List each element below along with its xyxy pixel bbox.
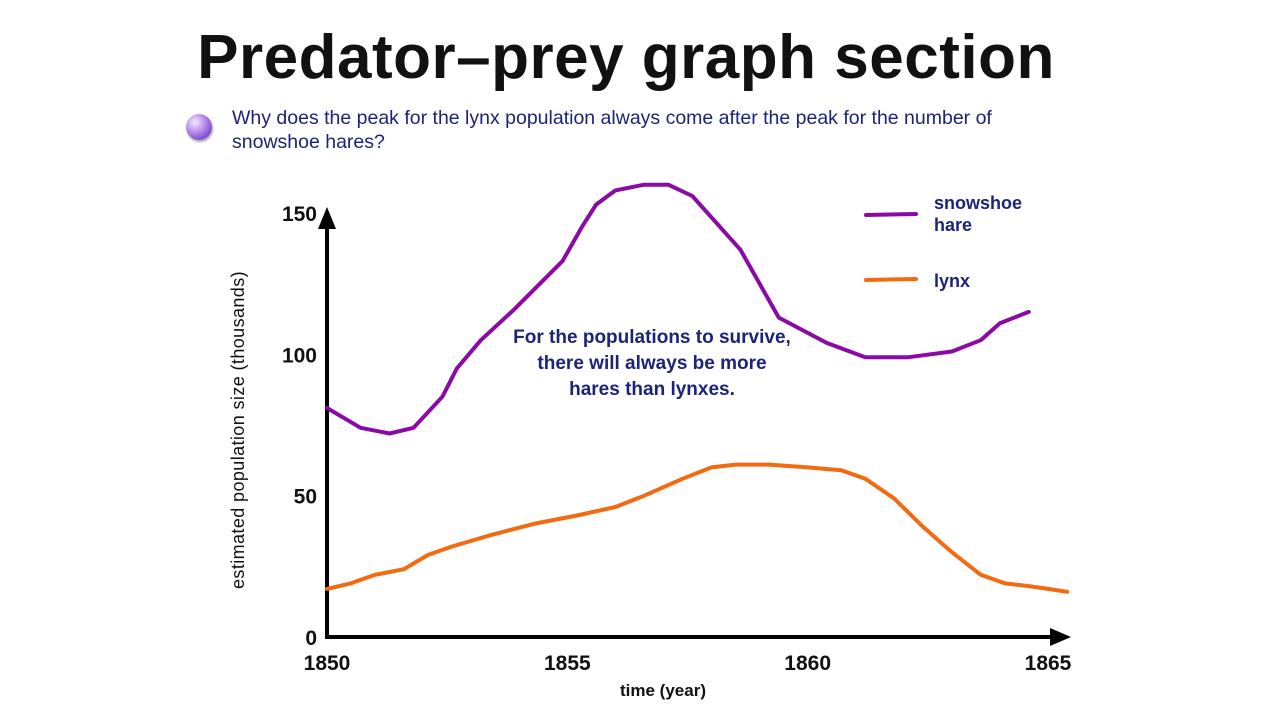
y-axis-label: estimated population size (thousands) xyxy=(228,271,248,589)
x-axis-arrow xyxy=(1050,628,1071,646)
series-line-snowshoe-hare xyxy=(325,182,1031,436)
legend-item-snowshoe-hare: snowshoe hare xyxy=(864,193,1022,235)
bullet-icon xyxy=(186,114,212,140)
series-line-lynx xyxy=(325,462,1070,594)
y-tick-label: 100 xyxy=(282,344,317,367)
chart-annotation: For the populations to survive, there wi… xyxy=(513,327,791,400)
series-layer xyxy=(325,182,1070,594)
legend-item-lynx: lynx xyxy=(864,271,970,291)
tick-labels: 1850 1855 1860 1865 0 50 100 150 xyxy=(282,203,1072,675)
legend-label: snowshoe hare xyxy=(934,193,1022,235)
x-tick-label: 1850 xyxy=(304,652,351,675)
legend-swatch xyxy=(864,277,918,282)
y-tick-label: 150 xyxy=(282,203,317,226)
y-axis-arrow xyxy=(318,207,336,229)
x-tick-label: 1860 xyxy=(784,652,831,675)
x-tick-label: 1855 xyxy=(544,652,591,675)
y-tick-label: 0 xyxy=(305,627,317,650)
y-tick-label: 50 xyxy=(294,486,317,509)
legend-swatch xyxy=(864,212,918,217)
chart-axes xyxy=(318,207,1071,646)
legend: snowshoe hare lynx xyxy=(864,193,1022,291)
x-tick-label: 1865 xyxy=(1025,652,1072,675)
slide-title: Predator–prey graph section xyxy=(197,23,1055,92)
question-text: Why does the peak for the lynx populatio… xyxy=(232,107,992,153)
x-axis-label: time (year) xyxy=(620,681,706,700)
legend-label: lynx xyxy=(934,271,970,291)
